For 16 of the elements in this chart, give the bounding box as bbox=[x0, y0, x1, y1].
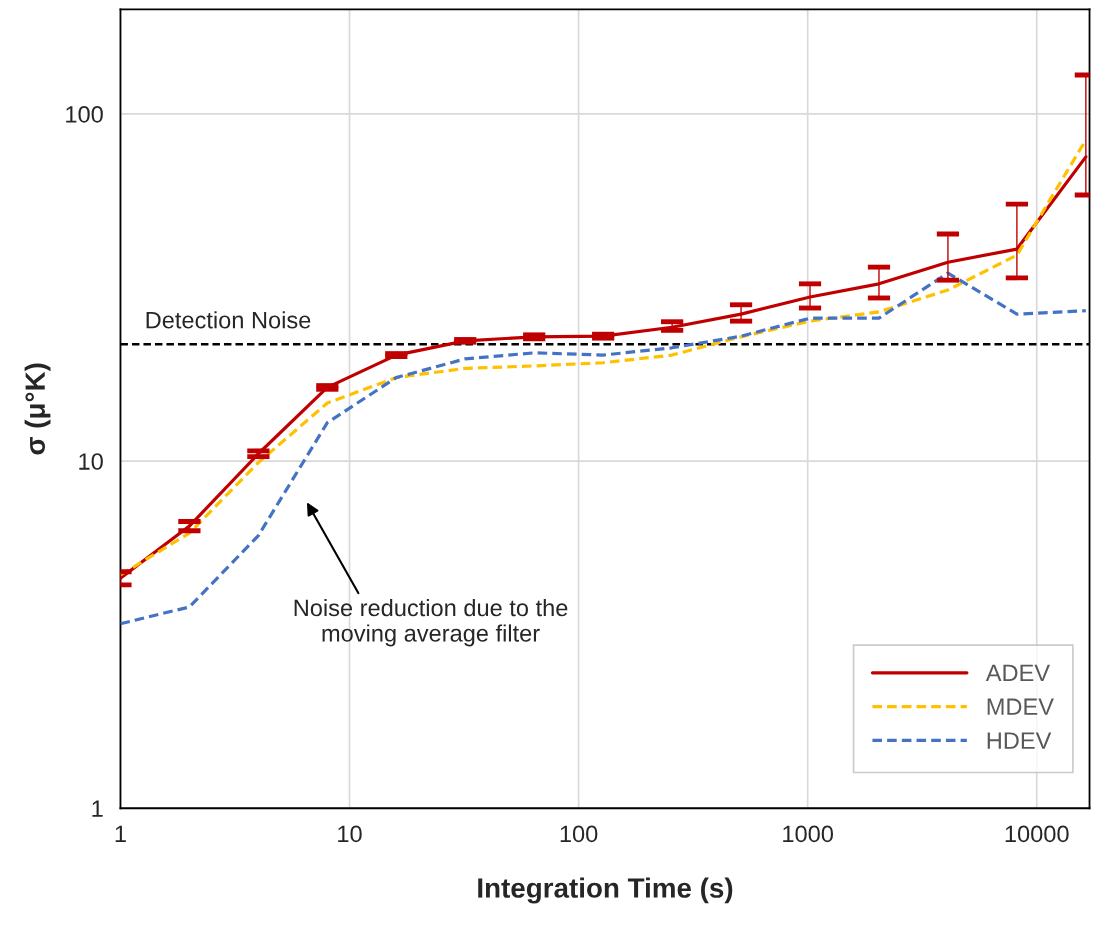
x-tick-label: 100 bbox=[560, 825, 598, 843]
y-tick-label: 10 bbox=[79, 453, 103, 470]
x-tick-label: 10000 bbox=[1005, 825, 1069, 843]
y-tick-label: 1 bbox=[92, 800, 103, 817]
legend-label: HDEV bbox=[987, 732, 1052, 749]
x-axis-title: Integration Time (s) bbox=[478, 877, 733, 904]
x-tick-label: 1000 bbox=[783, 825, 834, 843]
y-axis-title: σ (μ°K) bbox=[24, 363, 51, 455]
x-tick-label: 1 bbox=[115, 825, 126, 843]
legend-label: ADEV bbox=[985, 664, 1050, 682]
line-series bbox=[120, 271, 1088, 626]
ref-line-label: Detection Noise bbox=[146, 311, 311, 329]
annotation: Noise reduction due to the moving average filter bbox=[294, 598, 568, 647]
y-tick-label: 100 bbox=[66, 105, 103, 123]
x-tick-label: 10 bbox=[338, 825, 362, 843]
legend-label: MDEV bbox=[987, 698, 1054, 715]
